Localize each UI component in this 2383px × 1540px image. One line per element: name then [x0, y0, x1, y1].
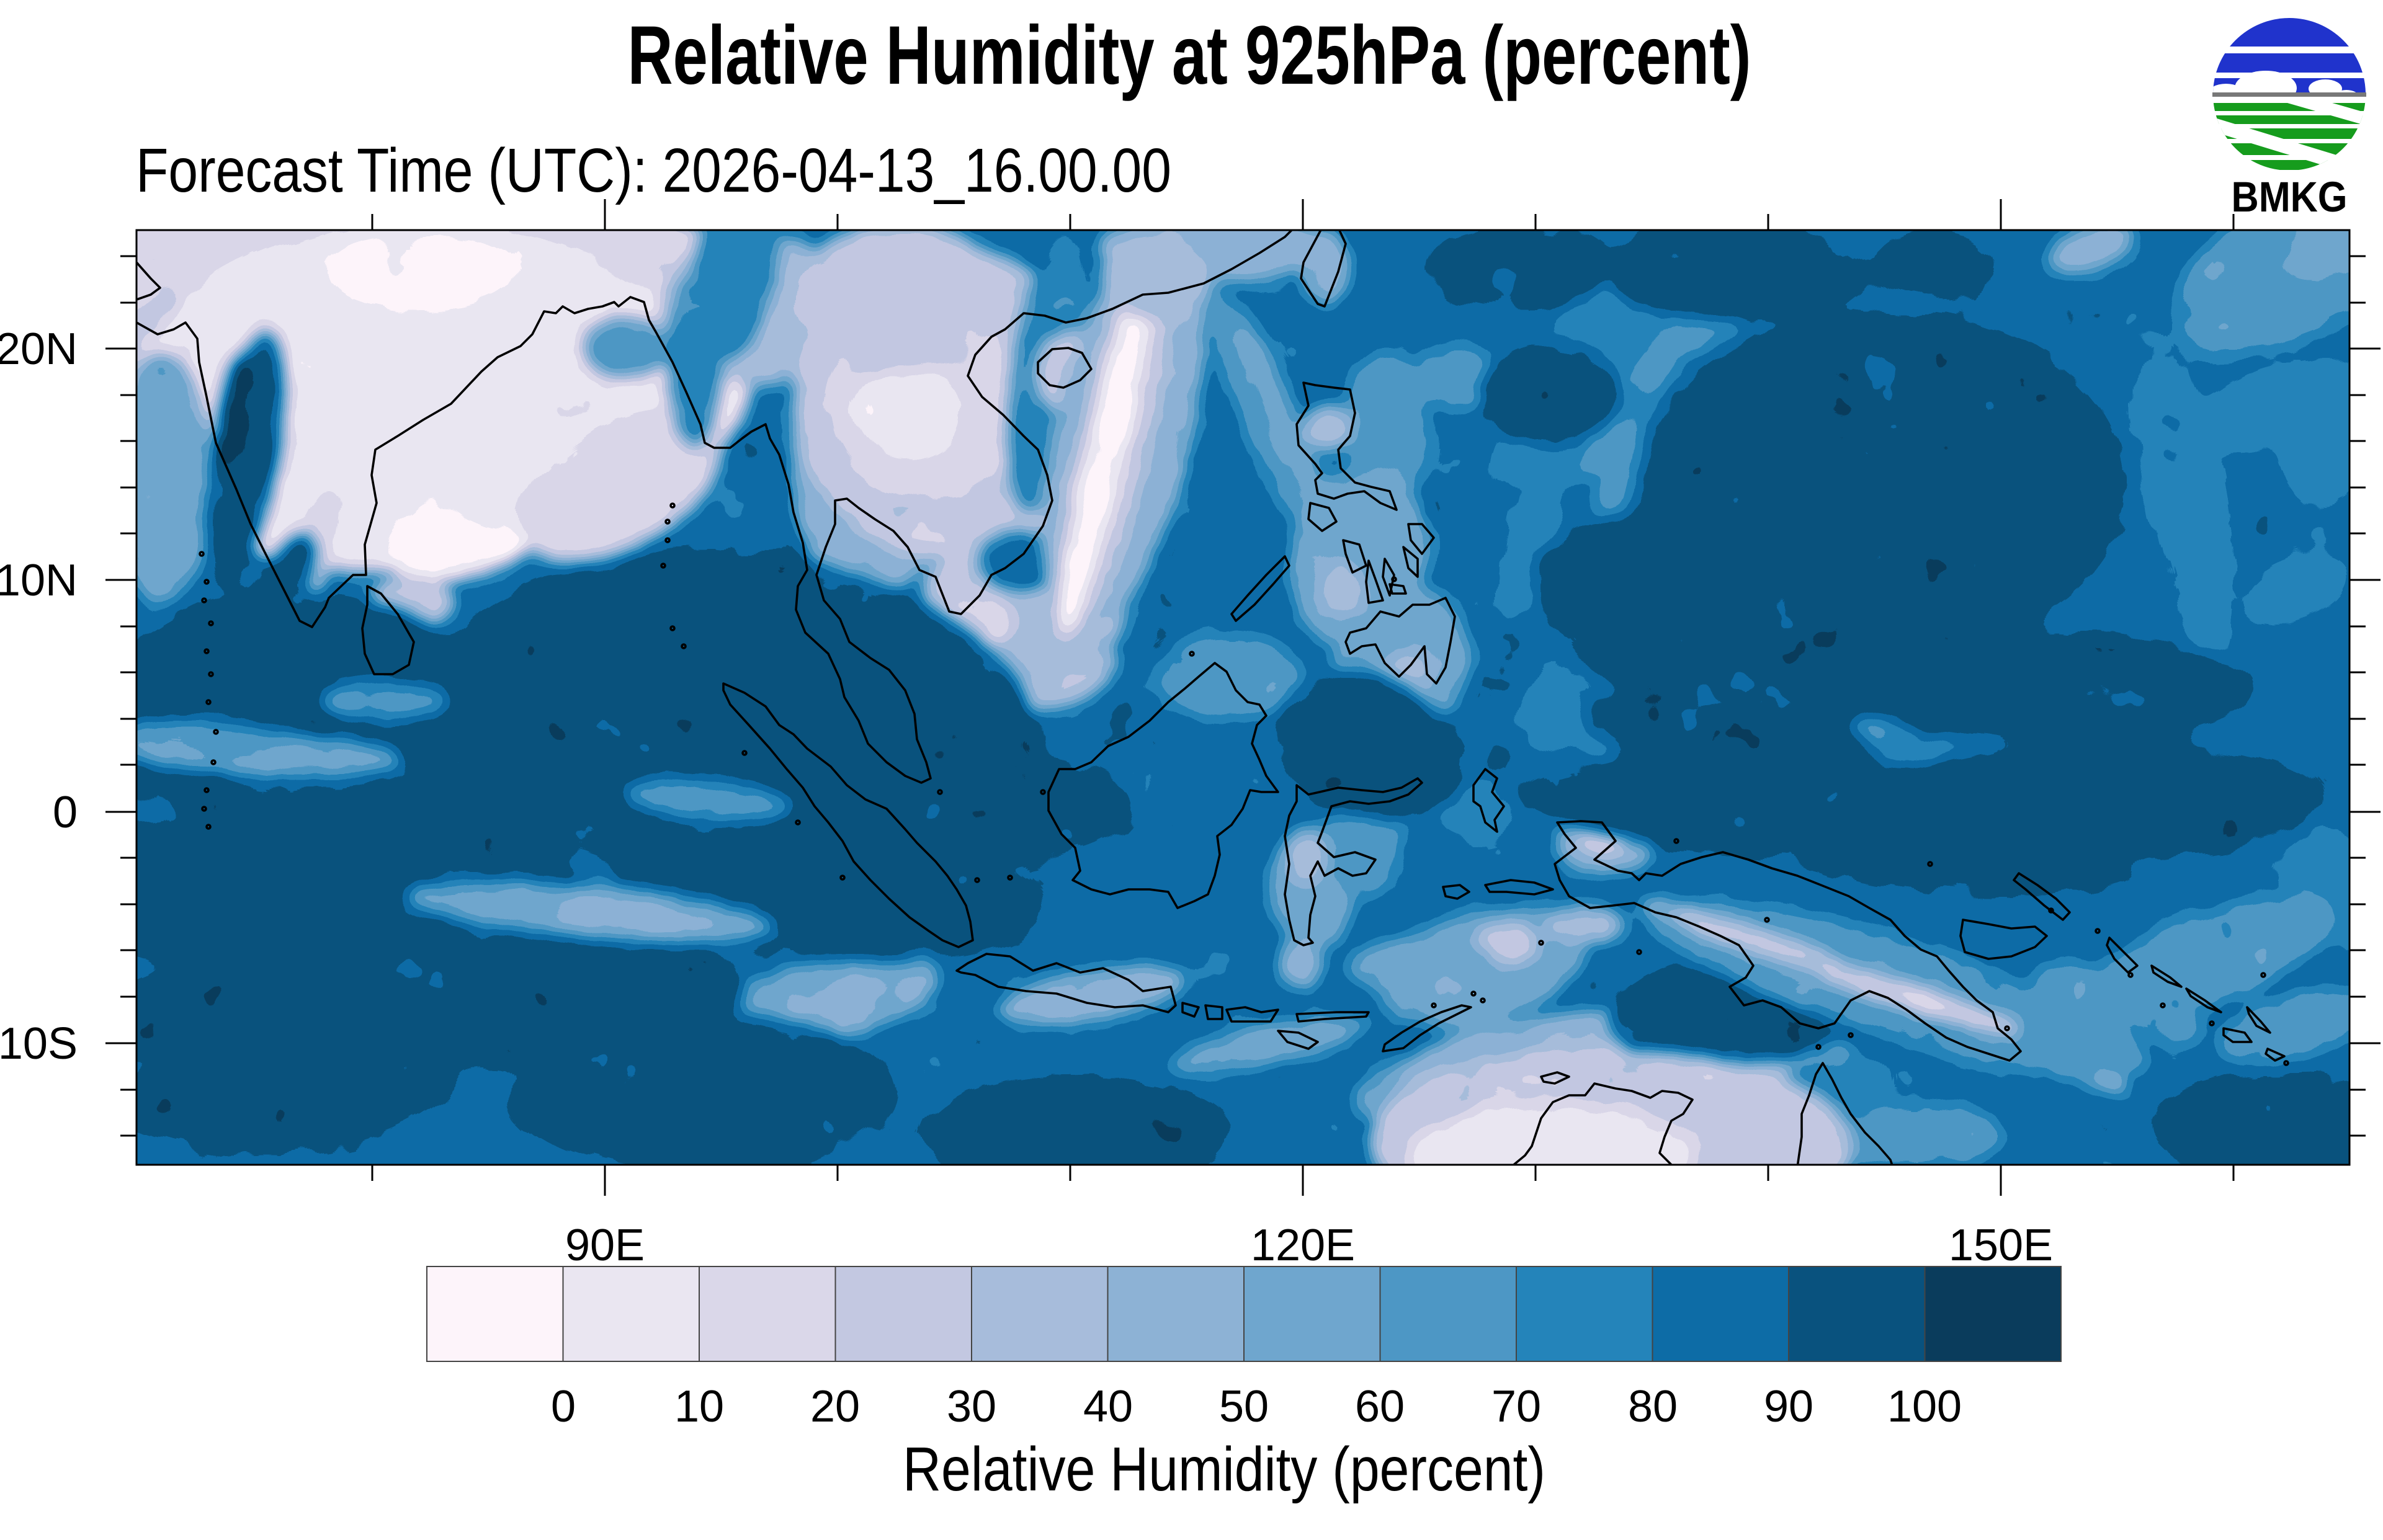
svg-text:10N: 10N: [0, 556, 78, 605]
svg-text:20N: 20N: [0, 324, 78, 374]
svg-text:30: 30: [947, 1382, 996, 1431]
svg-text:100: 100: [1887, 1382, 1962, 1431]
svg-text:150E: 150E: [1949, 1221, 2053, 1270]
svg-text:BMKG: BMKG: [2232, 173, 2348, 221]
svg-text:70: 70: [1491, 1382, 1541, 1431]
svg-text:40: 40: [1083, 1382, 1133, 1431]
svg-text:80: 80: [1628, 1382, 1678, 1431]
svg-text:Forecast Time (UTC): 2026-04-1: Forecast Time (UTC): 2026-04-13_16.00.00: [136, 136, 1171, 205]
svg-text:120E: 120E: [1251, 1221, 1355, 1270]
svg-text:10: 10: [674, 1382, 724, 1431]
svg-text:Relative Humidity (percent): Relative Humidity (percent): [903, 1435, 1545, 1504]
svg-text:90E: 90E: [565, 1221, 645, 1270]
svg-text:60: 60: [1355, 1382, 1405, 1431]
svg-text:Relative Humidity at 925hPa (p: Relative Humidity at 925hPa (percent): [628, 9, 1751, 102]
svg-text:90: 90: [1764, 1382, 1813, 1431]
svg-text:50: 50: [1219, 1382, 1269, 1431]
svg-text:0: 0: [551, 1382, 576, 1431]
svg-text:0: 0: [53, 788, 78, 837]
svg-text:20: 20: [810, 1382, 860, 1431]
svg-text:10S: 10S: [0, 1019, 78, 1069]
